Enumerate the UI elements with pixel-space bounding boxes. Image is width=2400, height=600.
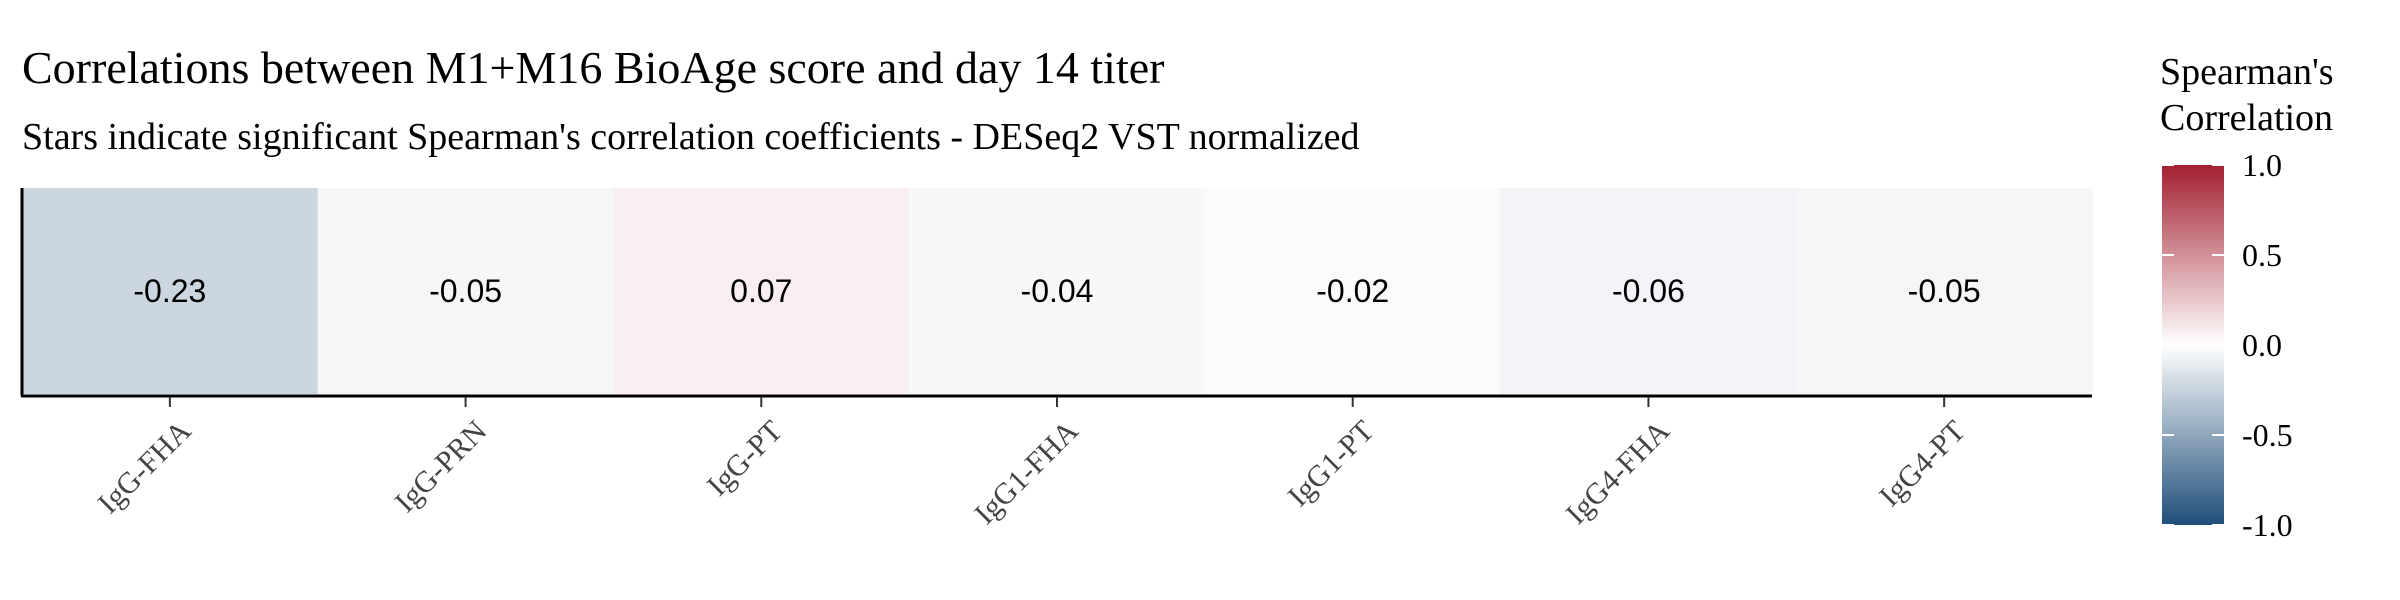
x-tick-label: IgG4-FHA [1560, 414, 1677, 531]
heatmap-cell-value-label: -0.23 [133, 273, 206, 309]
heatmap-cell-value-label: -0.04 [1021, 273, 1094, 309]
x-tick-label: IgG1-FHA [968, 414, 1085, 531]
heatmap-cell [317, 188, 614, 394]
x-tick-label: IgG-PRN [389, 414, 494, 519]
x-tick-label: IgG4-PT [1873, 414, 1972, 513]
heatmap-cell-value-label: 0.07 [730, 273, 792, 309]
x-tick-label: IgG-PT [701, 414, 789, 502]
legend-ticks: 1.0 0.5 0.0 -0.5 -1.0 [2162, 147, 2293, 543]
heatmap-cell-value-label: -0.05 [429, 273, 502, 309]
heatmap-cell-value-label: -0.05 [1908, 273, 1981, 309]
heatmap-cell [1500, 188, 1797, 394]
legend-title: Spearman's Correlation [2160, 50, 2334, 141]
legend-tick-label: -1.0 [2242, 507, 2293, 543]
chart-title: Correlations between M1+M16 BioAge score… [22, 42, 1165, 93]
heatmap-value-labels: -0.23 -0.05 0.07 -0.04 -0.02 -0.06 -0.05 [133, 273, 1980, 309]
legend-title-line-2: Correlation [2160, 96, 2334, 139]
heatmap-cell [1796, 188, 2093, 394]
legend-tick-label: 0.5 [2242, 237, 2282, 273]
heatmap-cell [1204, 188, 1502, 394]
heatmap-cell-value-label: -0.02 [1316, 273, 1389, 309]
legend-tick-label: -0.5 [2242, 417, 2293, 453]
legend-tick-label: 1.0 [2242, 147, 2282, 183]
heatmap-cell [22, 188, 319, 394]
x-tick-label: IgG-FHA [92, 414, 198, 520]
x-axis-ticks: IgG-FHA IgG-PRN IgG-PT IgG1-FHA IgG1-PT IgG4-… [92, 397, 1972, 531]
x-tick-label: IgG1-PT [1282, 414, 1381, 513]
heatmap-cell [909, 188, 1206, 394]
heatmap-cell [613, 188, 910, 394]
legend-title-line-1: Spearman's [2160, 51, 2334, 93]
chart-subtitle: Stars indicate significant Spearman's co… [22, 116, 1360, 158]
heatmap-cells [22, 188, 2093, 394]
heatmap-cell-value-label: -0.06 [1612, 273, 1685, 309]
legend-tick-label: 0.0 [2242, 327, 2282, 363]
